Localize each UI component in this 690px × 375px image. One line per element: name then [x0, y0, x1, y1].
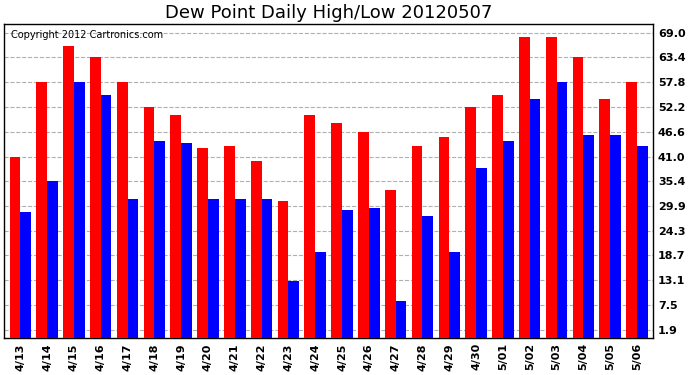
Bar	[412, 146, 422, 338]
Bar	[465, 107, 476, 338]
Bar	[385, 190, 395, 338]
Bar	[342, 210, 353, 338]
Bar	[63, 46, 74, 338]
Bar	[449, 252, 460, 338]
Bar	[369, 208, 380, 338]
Bar	[101, 94, 111, 338]
Text: Copyright 2012 Cartronics.com: Copyright 2012 Cartronics.com	[10, 30, 163, 40]
Bar	[262, 199, 273, 338]
Bar	[557, 82, 567, 338]
Bar	[439, 137, 449, 338]
Bar	[197, 148, 208, 338]
Bar	[600, 99, 610, 338]
Bar	[128, 199, 138, 338]
Bar	[503, 141, 513, 338]
Bar	[74, 82, 85, 338]
Bar	[583, 135, 594, 338]
Bar	[47, 182, 58, 338]
Bar	[90, 57, 101, 338]
Bar	[277, 201, 288, 338]
Bar	[395, 301, 406, 338]
Bar	[315, 252, 326, 338]
Bar	[492, 94, 503, 338]
Bar	[20, 212, 31, 338]
Bar	[235, 199, 246, 338]
Bar	[155, 141, 165, 338]
Bar	[422, 216, 433, 338]
Bar	[208, 199, 219, 338]
Bar	[10, 157, 20, 338]
Bar	[610, 135, 621, 338]
Bar	[144, 107, 155, 338]
Bar	[304, 115, 315, 338]
Bar	[476, 168, 487, 338]
Bar	[117, 82, 128, 338]
Bar	[358, 132, 369, 338]
Title: Dew Point Daily High/Low 20120507: Dew Point Daily High/Low 20120507	[165, 4, 493, 22]
Bar	[627, 82, 637, 338]
Bar	[637, 146, 648, 338]
Bar	[573, 57, 583, 338]
Bar	[288, 281, 299, 338]
Bar	[251, 161, 262, 338]
Bar	[224, 146, 235, 338]
Bar	[37, 82, 47, 338]
Bar	[331, 123, 342, 338]
Bar	[546, 37, 557, 338]
Bar	[519, 37, 530, 338]
Bar	[170, 115, 181, 338]
Bar	[181, 143, 192, 338]
Bar	[530, 99, 540, 338]
